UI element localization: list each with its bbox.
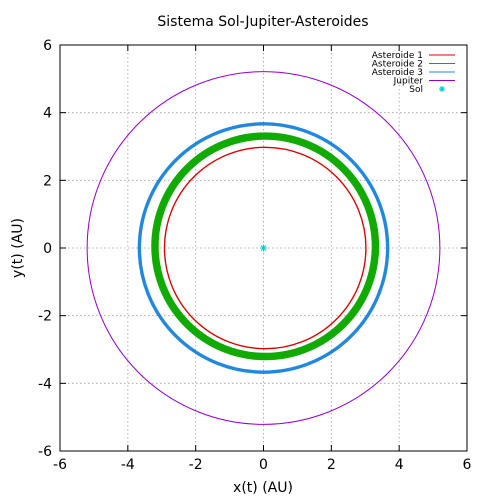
x-tick-label: 0 [259, 457, 268, 473]
legend-label-jupiter: Jupiter [393, 77, 424, 87]
x-tick-label: 6 [463, 457, 472, 473]
x-tick-label: -6 [53, 457, 67, 473]
y-tick-label: -6 [38, 444, 52, 460]
y-tick-label: 6 [43, 38, 52, 54]
legend-label-asteroide-1: Asteroide 1 [372, 51, 423, 61]
x-axis-label: x(t) (AU) [233, 480, 293, 496]
legend-marker-stroke [439, 86, 445, 92]
legend-swatch-sol [439, 86, 445, 92]
series-asteroide-3 [137, 122, 390, 374]
series-asteroide-1 [163, 146, 367, 350]
x-tick-label: 4 [395, 457, 404, 473]
chart-title: Sistema Sol-Jupiter-Asteroides [157, 14, 368, 30]
legend-label-asteroide-2: Asteroide 2 [372, 60, 423, 70]
y-tick-label: -4 [38, 376, 52, 392]
sol-marker-stroke [260, 245, 267, 251]
y-tick-label: 2 [43, 173, 52, 189]
series-sol-point [260, 244, 267, 252]
y-tick-label: 0 [43, 241, 52, 257]
series-jupiter [86, 71, 441, 425]
plot-area [86, 71, 441, 425]
legend-label-asteroide-3: Asteroide 3 [372, 68, 423, 78]
series-asteroide-2 [151, 132, 380, 361]
y-axis-label: y(t) (AU) [10, 218, 26, 278]
legend-label-sol: Sol [409, 85, 423, 95]
x-tick-label: -4 [121, 457, 135, 473]
y-tick-label: 4 [43, 106, 52, 122]
y-tick-label: -2 [38, 309, 52, 325]
x-tick-label: -2 [189, 457, 203, 473]
axis-ticks: -6 -4 -2 0 2 4 6 -6 -4 -2 0 2 4 6 [38, 38, 472, 473]
x-tick-label: 2 [327, 457, 336, 473]
